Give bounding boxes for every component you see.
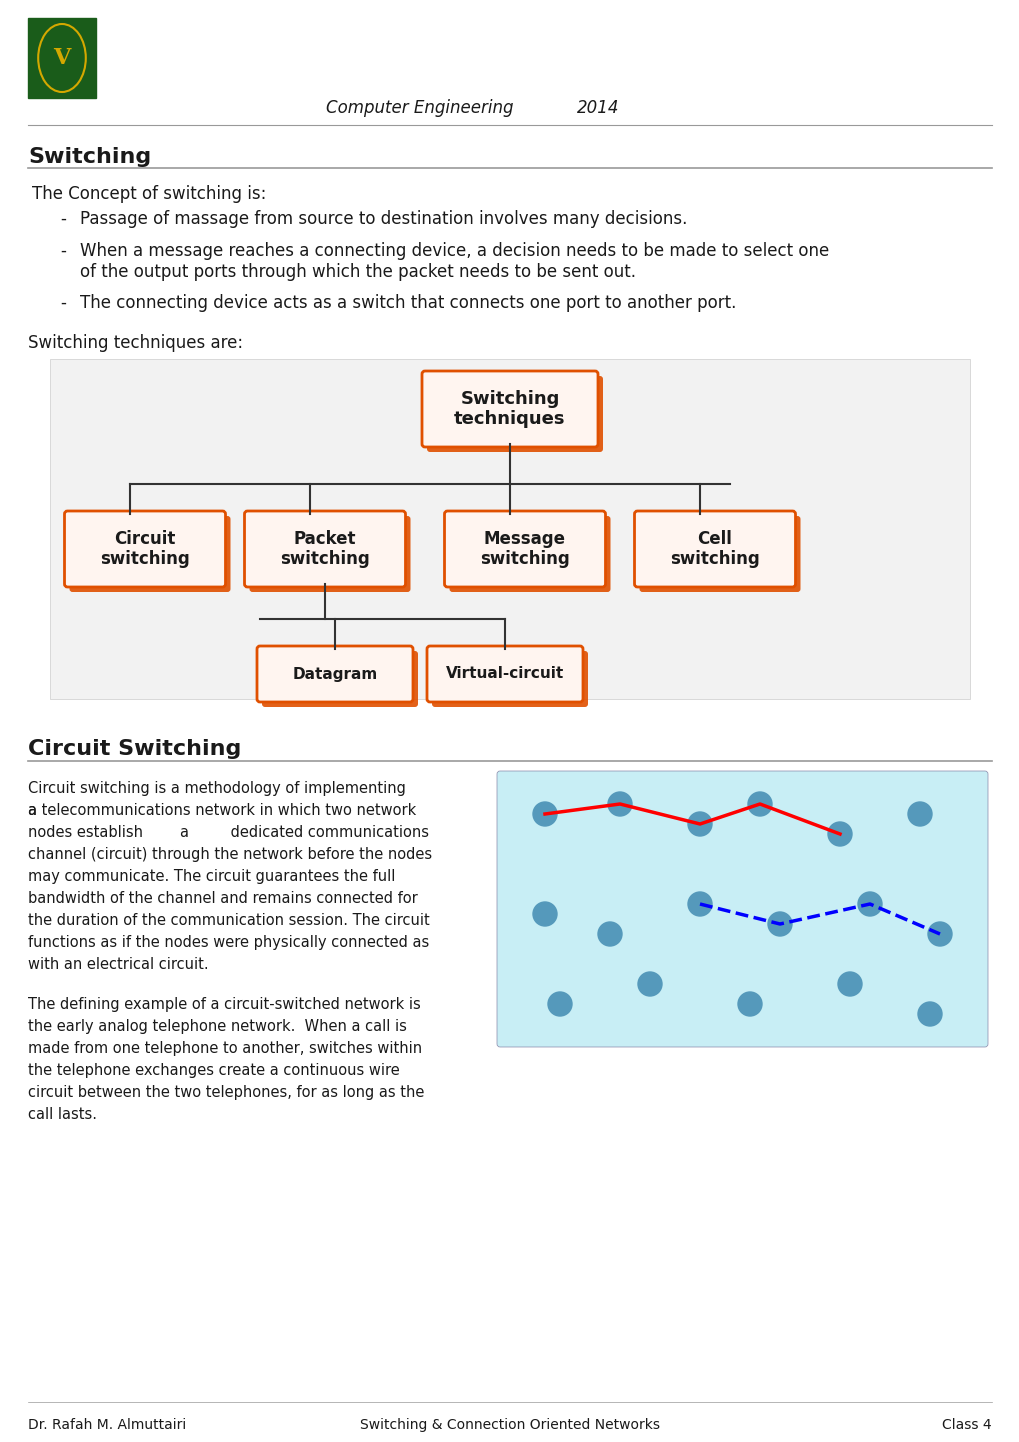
FancyBboxPatch shape	[639, 516, 800, 593]
Text: Circuit Switching: Circuit Switching	[28, 738, 242, 758]
Text: Datagram: Datagram	[292, 666, 377, 682]
Text: Circuit switching is a methodology of implementing: Circuit switching is a methodology of im…	[28, 782, 406, 796]
Text: -: -	[60, 294, 66, 311]
FancyBboxPatch shape	[634, 510, 795, 587]
Circle shape	[857, 893, 881, 916]
Text: Dr. Rafah M. Almuttairi: Dr. Rafah M. Almuttairi	[28, 1417, 186, 1432]
FancyBboxPatch shape	[28, 17, 96, 98]
Text: made from one telephone to another, switches within: made from one telephone to another, swit…	[28, 1041, 422, 1056]
Text: the telephone exchanges create a continuous wire: the telephone exchanges create a continu…	[28, 1063, 399, 1079]
Text: V: V	[53, 48, 70, 69]
Text: The Concept of switching is:: The Concept of switching is:	[32, 185, 266, 203]
Circle shape	[547, 992, 572, 1017]
Circle shape	[637, 972, 661, 996]
Circle shape	[917, 1002, 942, 1027]
Text: Message
switching: Message switching	[480, 529, 570, 568]
FancyBboxPatch shape	[432, 650, 587, 707]
Text: Switching: Switching	[28, 147, 151, 167]
Circle shape	[747, 792, 771, 816]
Circle shape	[597, 921, 622, 946]
Circle shape	[827, 822, 851, 846]
FancyBboxPatch shape	[496, 771, 987, 1047]
Text: Switching techniques are:: Switching techniques are:	[28, 335, 243, 352]
Text: the early analog telephone network.  When a call is: the early analog telephone network. When…	[28, 1019, 407, 1034]
Text: with an electrical circuit.: with an electrical circuit.	[28, 957, 209, 972]
Text: Computer Engineering: Computer Engineering	[326, 99, 514, 117]
Text: circuit between the two telephones, for as long as the: circuit between the two telephones, for …	[28, 1084, 424, 1100]
Text: may communicate. The circuit guarantees the full: may communicate. The circuit guarantees …	[28, 870, 395, 884]
Circle shape	[607, 792, 632, 816]
FancyBboxPatch shape	[257, 646, 413, 702]
Text: Passage of massage from source to destination involves many decisions.: Passage of massage from source to destin…	[79, 211, 687, 228]
Text: bandwidth of the channel and remains connected for: bandwidth of the channel and remains con…	[28, 891, 418, 906]
Text: When a message reaches a connecting device, a decision needs to be made to selec: When a message reaches a connecting devi…	[79, 242, 828, 281]
Circle shape	[533, 903, 556, 926]
Text: The defining example of a circuit-switched network is: The defining example of a circuit-switch…	[28, 996, 421, 1012]
FancyBboxPatch shape	[262, 650, 418, 707]
Text: The connecting device acts as a switch that connects one port to another port.: The connecting device acts as a switch t…	[79, 294, 736, 311]
Text: Class 4: Class 4	[942, 1417, 991, 1432]
Text: Switching & Connection Oriented Networks: Switching & Connection Oriented Networks	[360, 1417, 659, 1432]
FancyBboxPatch shape	[250, 516, 410, 593]
Circle shape	[533, 802, 556, 826]
Text: Circuit
switching: Circuit switching	[100, 529, 190, 568]
Circle shape	[907, 802, 931, 826]
Text: Cell
switching: Cell switching	[669, 529, 759, 568]
FancyBboxPatch shape	[50, 359, 969, 699]
FancyBboxPatch shape	[69, 516, 230, 593]
Circle shape	[838, 972, 861, 996]
Circle shape	[767, 911, 791, 936]
Circle shape	[688, 893, 711, 916]
Text: Switching
techniques: Switching techniques	[453, 389, 566, 428]
Text: 2014: 2014	[576, 99, 619, 117]
Text: a: a	[28, 803, 42, 818]
Text: functions as if the nodes were physically connected as: functions as if the nodes were physicall…	[28, 934, 429, 950]
Text: call lasts.: call lasts.	[28, 1107, 97, 1122]
Text: the duration of the communication session. The circuit: the duration of the communication sessio…	[28, 913, 429, 929]
FancyBboxPatch shape	[444, 510, 605, 587]
Circle shape	[738, 992, 761, 1017]
Text: Packet
switching: Packet switching	[280, 529, 370, 568]
Text: -: -	[60, 211, 66, 228]
FancyBboxPatch shape	[427, 376, 602, 451]
FancyBboxPatch shape	[449, 516, 610, 593]
Text: nodes establish        a         dedicated communications: nodes establish a dedicated communicatio…	[28, 825, 429, 841]
Text: -: -	[60, 242, 66, 260]
FancyBboxPatch shape	[422, 371, 597, 447]
FancyBboxPatch shape	[245, 510, 406, 587]
Circle shape	[927, 921, 951, 946]
Text: channel (circuit) through the network before the nodes: channel (circuit) through the network be…	[28, 846, 432, 862]
Text: a telecommunications network in which two network: a telecommunications network in which tw…	[28, 803, 416, 818]
FancyBboxPatch shape	[427, 646, 583, 702]
FancyBboxPatch shape	[64, 510, 225, 587]
Text: Virtual-circuit: Virtual-circuit	[445, 666, 564, 682]
Circle shape	[688, 812, 711, 836]
